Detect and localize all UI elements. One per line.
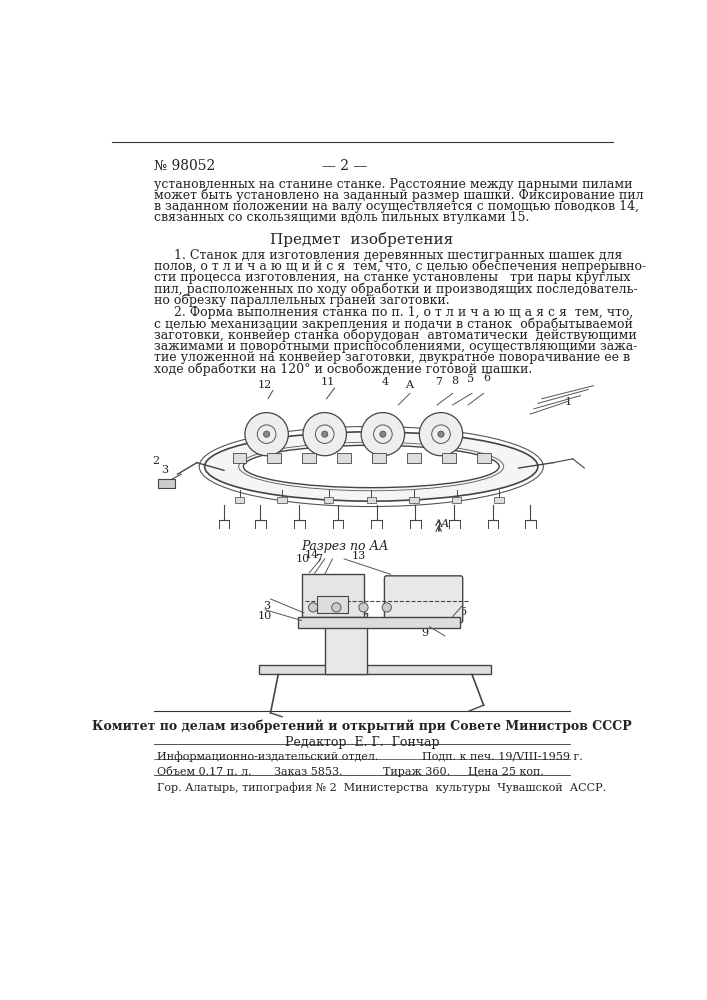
Bar (494, 497, 504, 503)
Circle shape (359, 603, 368, 612)
Text: 1. Станок для изготовления деревянных шестигранных шашек для: 1. Станок для изготовления деревянных ше… (154, 249, 623, 262)
Bar (235, 497, 244, 503)
FancyBboxPatch shape (385, 576, 462, 623)
Text: 3: 3 (161, 465, 168, 475)
Text: 7: 7 (436, 377, 443, 387)
Bar (277, 497, 287, 503)
Text: 13: 13 (352, 551, 366, 561)
Circle shape (245, 413, 288, 456)
Bar (325, 613, 368, 674)
Text: Гор. Алатырь, типография № 2  Министерства  культуры  Чувашской  АССР.: Гор. Алатырь, типография № 2 Министерств… (156, 782, 606, 793)
Text: Разрез по АА: Разрез по АА (301, 540, 389, 553)
Text: Редактор  Е. Г.  Гончар: Редактор Е. Г. Гончар (285, 736, 439, 749)
Ellipse shape (243, 445, 499, 488)
Circle shape (382, 603, 392, 612)
Text: 1: 1 (565, 397, 572, 407)
Text: 5: 5 (467, 374, 474, 384)
Text: 11: 11 (321, 377, 335, 387)
Ellipse shape (204, 432, 538, 501)
Bar (298, 617, 460, 628)
Text: ходе обработки на 120° и освобождение готовой шашки.: ходе обработки на 120° и освобождение го… (154, 362, 532, 376)
Text: Предмет  изобретения: Предмет изобретения (270, 232, 454, 247)
Bar (452, 497, 461, 503)
Text: A: A (404, 380, 413, 390)
Bar (301, 574, 363, 617)
Text: полов, о т л и ч а ю щ и й с я  тем, что, с целью обеспечения непрерывно-: полов, о т л и ч а ю щ и й с я тем, что,… (154, 260, 646, 273)
Bar (337, 453, 351, 463)
Circle shape (419, 413, 462, 456)
Text: с целью механизации закрепления и подачи в станок  обрабытываемой: с целью механизации закрепления и подачи… (154, 318, 633, 331)
Circle shape (380, 431, 386, 437)
Text: 12: 12 (257, 380, 271, 390)
Text: Комитет по делам изобретений и открытий при Совете Министров СССР: Комитет по делам изобретений и открытий … (92, 719, 632, 733)
Text: зажимами и поворотными приспособлениями, осуществляющими зажа-: зажимами и поворотными приспособлениями,… (154, 340, 638, 353)
Bar (477, 453, 491, 463)
Bar (407, 453, 421, 463)
Text: в заданном положении на валу осуществляется с помощью поводков 14,: в заданном положении на валу осуществляе… (154, 200, 639, 213)
Text: 6: 6 (484, 373, 491, 383)
Bar (372, 453, 386, 463)
Circle shape (438, 431, 444, 437)
Circle shape (361, 413, 404, 456)
Text: установленных на станине станке. Расстояние между парными пилами: установленных на станине станке. Расстоя… (154, 178, 633, 191)
Bar (317, 596, 348, 613)
Text: 2. Форма выполнения станка по п. 1, о т л и ч а ю щ а я с я  тем, что,: 2. Форма выполнения станка по п. 1, о т … (154, 306, 633, 319)
Text: 8: 8 (451, 376, 458, 386)
Text: Информационно-издательский отдел.: Информационно-издательский отдел. (156, 751, 378, 762)
Circle shape (308, 603, 317, 612)
Text: 9: 9 (421, 628, 428, 638)
Text: может быть установлено на заданный размер шашки. Фиксирование пил: может быть установлено на заданный разме… (154, 189, 644, 202)
Text: 6: 6 (459, 607, 466, 617)
Text: Цена 25 коп.: Цена 25 коп. (468, 767, 544, 777)
Bar (303, 453, 316, 463)
Text: — 2 —: — 2 — (322, 158, 367, 172)
Text: пил, расположенных по ходу обработки и производящих последователь-: пил, расположенных по ходу обработки и п… (154, 282, 638, 296)
Text: 10: 10 (257, 611, 271, 621)
Bar (409, 497, 419, 503)
Text: Объем 0.17 п. л.: Объем 0.17 п. л. (156, 767, 251, 777)
Text: 14: 14 (305, 550, 319, 560)
Text: но обрезку параллельных граней заготовки.: но обрезку параллельных граней заготовки… (154, 293, 450, 307)
Text: сти процесса изготовления, на станке установлены   три пары круглых: сти процесса изготовления, на станке уст… (154, 271, 631, 284)
Text: А: А (441, 519, 450, 529)
Text: 10: 10 (296, 554, 310, 564)
Bar (324, 497, 333, 503)
Text: 3: 3 (263, 601, 270, 611)
Bar (267, 453, 281, 463)
Text: Заказ 5853.: Заказ 5853. (274, 767, 343, 777)
Bar (158, 479, 175, 488)
Text: Тираж 360.: Тираж 360. (383, 767, 450, 777)
Text: связанных со скользящими вдоль пильных втулками 15.: связанных со скользящими вдоль пильных в… (154, 211, 530, 224)
Bar (233, 453, 247, 463)
Text: Подп. к печ. 19/VIII-1959 г.: Подп. к печ. 19/VIII-1959 г. (421, 751, 583, 761)
Text: тие уложенной на конвейер заготовки, двукратное поворачивание ее в: тие уложенной на конвейер заготовки, дву… (154, 351, 631, 364)
Text: 4: 4 (381, 377, 388, 387)
Circle shape (303, 413, 346, 456)
Text: заготовки, конвейер станка оборудован  автоматически  действующими: заготовки, конвейер станка оборудован ав… (154, 329, 637, 342)
Text: № 98052: № 98052 (154, 158, 216, 172)
Bar (367, 497, 376, 503)
Text: 7: 7 (315, 554, 322, 564)
Text: 2: 2 (152, 456, 159, 466)
Circle shape (264, 431, 270, 437)
Circle shape (322, 431, 328, 437)
Circle shape (332, 603, 341, 612)
Bar (259, 665, 491, 674)
Bar (442, 453, 456, 463)
